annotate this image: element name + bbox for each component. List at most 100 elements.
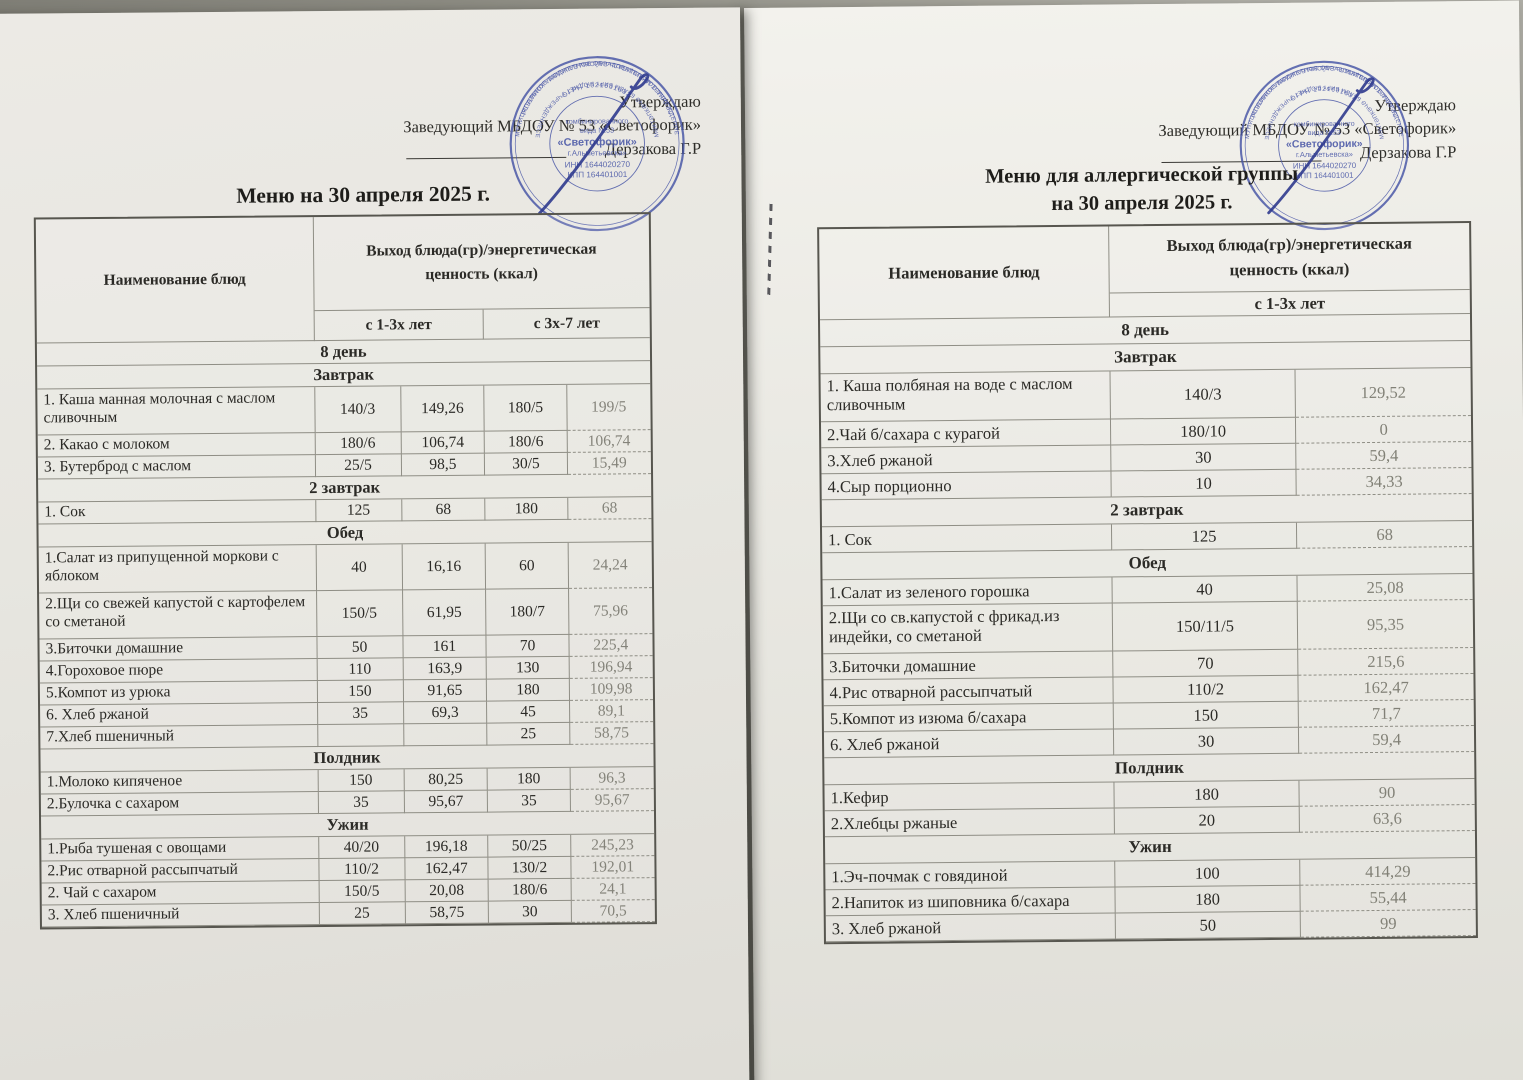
kcal-value: 0 xyxy=(1296,416,1472,444)
kcal-value: 98,5 xyxy=(401,453,486,477)
kcal-value: 24,24 xyxy=(568,542,653,589)
dish-name: 3.Хлеб ржаной xyxy=(821,445,1112,475)
menu-item-row: 3. Хлеб пшеничный 25 58,75 30 70,5 xyxy=(41,900,655,928)
kcal-value: 20,08 xyxy=(405,879,490,903)
portion-value: 20 xyxy=(1114,806,1301,835)
svg-text:ИНН 1644020270: ИНН 1644020270 xyxy=(565,160,631,170)
portion-value: 25 xyxy=(487,722,571,746)
dish-name: 2.Рис отварной рассыпчатый xyxy=(41,859,320,884)
dish-name: 3. Хлеб пшеничный xyxy=(41,903,320,928)
kcal-value: 99 xyxy=(1300,910,1476,938)
kcal-value: 95,67 xyxy=(570,789,654,812)
portion-value: 110 xyxy=(317,658,404,682)
menu-table-allergy: Наименование блюд Выход блюда(гр)/энерге… xyxy=(817,221,1478,945)
page-title: Меню на 30 апреля 2025 г. xyxy=(236,181,491,208)
portion-value: 50 xyxy=(1115,911,1302,940)
kcal-value: 25,08 xyxy=(1297,574,1473,602)
kcal-value: 196,94 xyxy=(569,656,653,679)
approval-label: Утверждаю xyxy=(619,91,701,112)
portion-value: 150 xyxy=(317,680,404,704)
dish-name: 7.Хлеб пшеничный xyxy=(40,725,319,750)
portion-value: 140/3 xyxy=(314,386,402,434)
dish-name: 2. Чай с сахаром xyxy=(41,881,320,906)
dish-name: 1.Рыба тушеная с овощами xyxy=(41,837,320,862)
kcal-value: 16,16 xyxy=(402,543,487,591)
table-header: Наименование блюд Выход блюда(гр)/энерге… xyxy=(819,223,1470,321)
kcal-value: 15,49 xyxy=(567,452,652,475)
approval-signer: Дерзакова Г.Р xyxy=(604,138,702,159)
portion-value: 180 xyxy=(485,497,569,521)
kcal-value: 58,75 xyxy=(405,901,490,925)
kcal-value: 106,74 xyxy=(567,430,651,453)
portion-value: 50/25 xyxy=(488,834,571,858)
age-group-header-row: с 1-3х лет xyxy=(1109,290,1470,318)
menu-item-row: 1. Каша манная молочная с маслом сливочн… xyxy=(37,384,651,436)
kcal-value: 68 xyxy=(1297,521,1473,549)
menu-sheet-allergy: Утверждаю Заведующий МБДОУ № 53 «Светофо… xyxy=(744,0,1523,1080)
kcal-value: 199/5 xyxy=(566,384,651,431)
dish-name: 1.Эч-почмак с говядиной xyxy=(825,861,1116,891)
kcal-value: 96,3 xyxy=(570,767,654,790)
portion-value: 40/20 xyxy=(318,836,405,860)
kcal-value: 162,47 xyxy=(404,857,490,881)
kcal-value: 163,9 xyxy=(403,657,488,681)
kcal-value: 68 xyxy=(567,497,652,520)
kcal-value: 59,4 xyxy=(1296,442,1472,470)
page-title-line2: на 30 апреля 2025 г. xyxy=(1051,190,1233,215)
portion-value: 140/3 xyxy=(1110,369,1297,420)
portion-value: 180/6 xyxy=(485,430,568,454)
portion-value: 35 xyxy=(488,789,571,813)
portion-value xyxy=(317,724,404,748)
kcal-value: 245,23 xyxy=(570,834,655,857)
dish-name: 2.Щи со свежей капустой с картофелем со … xyxy=(39,591,318,640)
portion-value: 150/5 xyxy=(319,880,406,904)
dish-name: 6. Хлеб ржаной xyxy=(40,703,318,728)
dish-name: 1. Сок xyxy=(821,524,1113,554)
age-column-1-3: с 1-3х лет xyxy=(314,309,485,342)
portion-value: 60 xyxy=(486,542,569,590)
portion-value: 25/5 xyxy=(315,454,402,478)
dish-name: 5.Компот из урюка xyxy=(39,681,318,706)
menu-table-main: Наименование блюд Выход блюда(гр)/энерге… xyxy=(33,212,657,930)
dish-name: 3. Бутерброд с маслом xyxy=(37,455,316,480)
dish-name: 2.Хлебцы ржаные xyxy=(824,808,1115,838)
portion-value: 130/2 xyxy=(488,856,572,880)
table-body: 8 день Завтрак 1. Каша манная молочная с м… xyxy=(36,338,655,928)
portion-value: 10 xyxy=(1111,469,1297,498)
kcal-value: 109,98 xyxy=(569,678,653,701)
dish-name: 3.Биточки домашние xyxy=(823,651,1114,681)
dish-name: 1. Каша полбяная на воде с маслом сливоч… xyxy=(820,371,1111,423)
kcal-value: 95,35 xyxy=(1297,600,1474,650)
portion-value: 70 xyxy=(1113,649,1299,678)
approval-position: Заведующий МБДОУ № 53 «Светофорик» xyxy=(1158,118,1457,141)
kcal-value: 95,67 xyxy=(404,790,489,814)
dish-name: 2.Щи со св.капустой с фрикад.из индейки,… xyxy=(822,603,1114,655)
portion-value: 30 xyxy=(489,900,572,924)
portion-value: 35 xyxy=(318,791,405,815)
kcal-value: 71,7 xyxy=(1298,700,1474,728)
menu-sheet-main: Утверждаю Заведующий МБДОУ № 53 «Светофо… xyxy=(0,7,750,1080)
kcal-value: 63,6 xyxy=(1299,805,1475,833)
approval-block: Утверждаю Заведующий МБДОУ № 53 «Светофо… xyxy=(1158,93,1457,166)
portion-value: 150/11/5 xyxy=(1112,601,1299,652)
portion-value: 25 xyxy=(319,902,406,926)
dish-name: 2. Какао с молоком xyxy=(37,433,316,458)
menu-item-row: 1. Каша полбяная на воде с маслом сливоч… xyxy=(820,368,1471,423)
kcal-value: 149,26 xyxy=(400,385,486,433)
dish-name: 1.Салат из припущенной моркови с яблоком xyxy=(38,545,317,594)
portion-value: 130 xyxy=(487,656,570,680)
portion-value: 30/5 xyxy=(485,452,568,476)
kcal-value: 69,3 xyxy=(403,701,488,725)
portion-value: 180/5 xyxy=(484,384,568,432)
column-header-dishes: Наименование блюд xyxy=(819,226,1110,321)
kcal-value xyxy=(403,723,488,747)
approval-signer-row: Дерзакова Г.Р xyxy=(403,137,701,163)
age-column-3-7: с 3х-7 лет xyxy=(483,308,650,340)
dish-name: 1. Каша манная молочная с маслом сливочн… xyxy=(37,387,316,436)
kcal-value: 70,5 xyxy=(571,900,655,923)
dish-name: 3. Хлеб ржаной xyxy=(825,913,1116,943)
table-body: 8 день Завтрак 1. Каша полбяная на воде с … xyxy=(820,314,1476,943)
age-column-1-3: с 1-3х лет xyxy=(1109,290,1470,318)
kcal-value: 59,4 xyxy=(1299,726,1475,754)
